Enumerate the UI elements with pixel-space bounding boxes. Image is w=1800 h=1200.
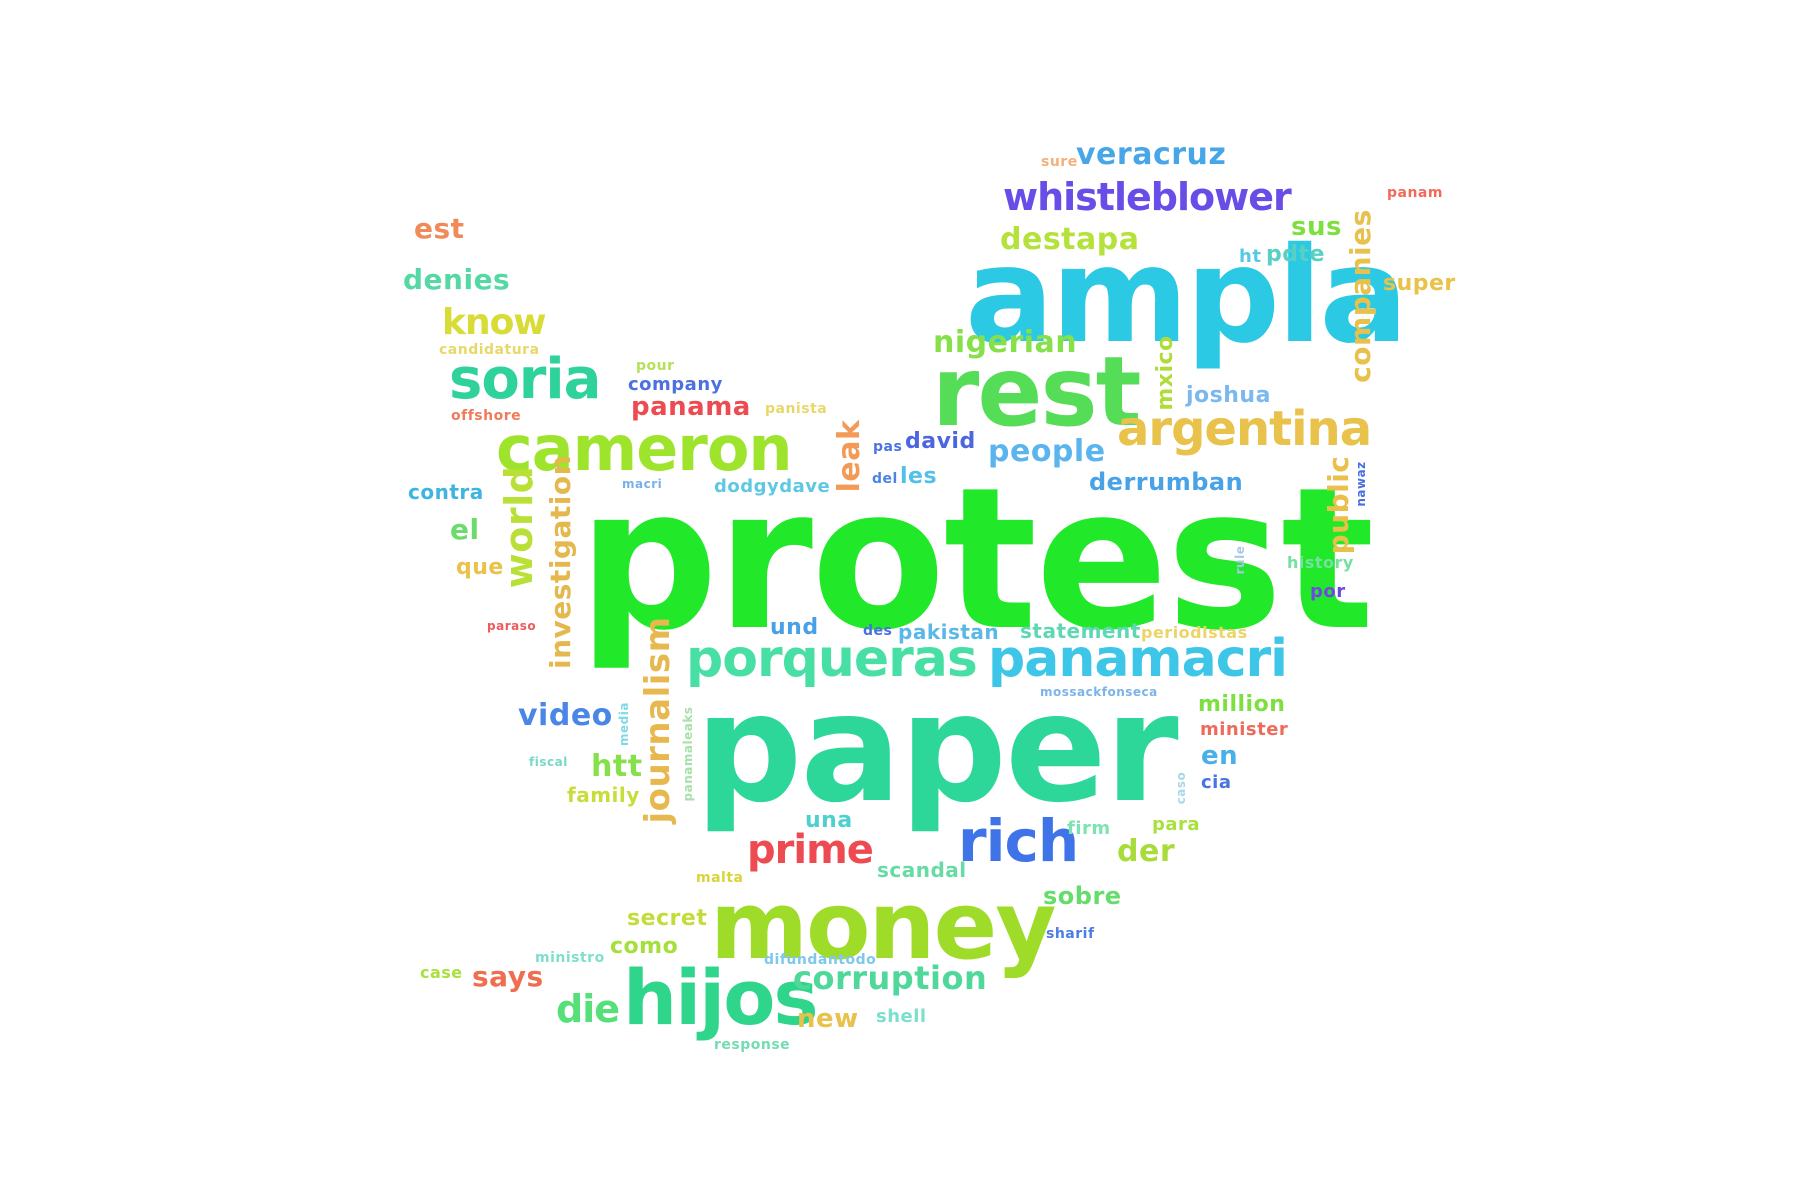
word-macri: macri xyxy=(622,477,663,491)
word-nawaz: nawaz xyxy=(1354,461,1368,507)
word-como: como xyxy=(610,934,679,959)
word-contra: contra xyxy=(408,480,484,504)
word-ministro: ministro xyxy=(535,950,605,966)
word-family: family xyxy=(567,783,640,807)
word-htt: htt xyxy=(591,749,643,784)
word-candidatura: candidatura xyxy=(439,342,540,358)
word-panam: panam xyxy=(1387,185,1443,201)
word-periodistas: periodistas xyxy=(1141,623,1248,642)
word-panama: panama xyxy=(631,392,751,422)
word-ampla: ampla xyxy=(965,219,1408,373)
word-pas: pas xyxy=(873,439,903,455)
word-panamacri: panamacri xyxy=(988,629,1288,689)
word-rest: rest xyxy=(932,336,1141,448)
word-history: history xyxy=(1287,553,1354,572)
word-der: der xyxy=(1117,834,1176,869)
word-des: des xyxy=(863,623,893,639)
word-por: por xyxy=(1310,581,1346,602)
word-response: response xyxy=(714,1037,791,1053)
word-pdte: pdte xyxy=(1266,242,1325,267)
word-fiscal: fiscal xyxy=(529,755,568,769)
word-el: el xyxy=(450,513,480,546)
word-media: media xyxy=(617,702,631,746)
word-que: que xyxy=(456,555,504,580)
word-new: new xyxy=(797,1004,859,1034)
word-company: company xyxy=(628,374,723,395)
word-shell: shell xyxy=(876,1006,927,1027)
word-derrumban: derrumban xyxy=(1089,468,1244,496)
word-paper: paper xyxy=(695,662,1179,836)
word-cameron: cameron xyxy=(496,412,793,485)
word-joshua: joshua xyxy=(1186,383,1271,408)
word-corruption: corruption xyxy=(793,959,988,997)
word-soria: soria xyxy=(449,347,601,412)
word-destapa: destapa xyxy=(1000,222,1140,257)
word-companies: companies xyxy=(1344,209,1377,383)
word-pakistan: pakistan xyxy=(898,620,1000,644)
word-firm: firm xyxy=(1067,818,1111,839)
word-est: est xyxy=(414,212,465,245)
word-panista: panista xyxy=(765,401,828,417)
word-panamaleaks: panamaleaks xyxy=(681,706,695,802)
word-whistleblower: whistleblower xyxy=(1003,175,1292,219)
word-offshore: offshore xyxy=(451,408,522,424)
word-und: und xyxy=(770,615,819,640)
word-sure: sure xyxy=(1041,154,1078,170)
word-paraso: paraso xyxy=(487,619,537,633)
word-en: en xyxy=(1201,741,1239,771)
word-dodgydave: dodgydave xyxy=(714,476,831,497)
word-malta: malta xyxy=(696,870,744,886)
word-ht: ht xyxy=(1239,246,1262,267)
word-secret: secret xyxy=(627,906,708,931)
word-protest: protest xyxy=(578,446,1375,674)
word-sobre: sobre xyxy=(1043,882,1122,910)
word-leak: leak xyxy=(832,419,867,493)
word-porqueras: porqueras xyxy=(686,629,978,689)
word-pour: pour xyxy=(636,358,675,374)
word-super: super xyxy=(1383,271,1456,296)
word-scandal: scandal xyxy=(877,858,967,882)
word-money: money xyxy=(710,872,1056,981)
word-veracruz: veracruz xyxy=(1076,137,1227,172)
word-people: people xyxy=(988,434,1106,469)
word-rich: rich xyxy=(958,807,1079,875)
word-die: die xyxy=(556,987,620,1031)
word-cia: cia xyxy=(1201,772,1232,793)
word-les: les xyxy=(900,464,938,489)
word-video: video xyxy=(518,698,613,733)
word-public: public xyxy=(1322,455,1355,555)
word-world: world xyxy=(497,465,541,589)
word-case: case xyxy=(420,963,463,982)
word-una: una xyxy=(805,808,853,833)
word-mxico: mxico xyxy=(1153,335,1178,411)
word-know: know xyxy=(442,302,547,343)
word-sus: sus xyxy=(1291,212,1342,242)
word-caso: caso xyxy=(1174,771,1188,805)
word-statement: statement xyxy=(1020,619,1141,643)
word-para: para xyxy=(1152,814,1201,835)
word-investigation: investigation xyxy=(544,454,577,670)
word-nigerian: nigerian xyxy=(933,325,1078,360)
word-says: says xyxy=(472,960,544,993)
word-argentina: argentina xyxy=(1117,401,1372,457)
word-journalism: journalism xyxy=(638,616,678,824)
word-million: million xyxy=(1198,692,1286,717)
word-david: david xyxy=(905,429,976,454)
word-difundantodo: difundantodo xyxy=(764,952,877,968)
word-rule: rule xyxy=(1233,545,1247,575)
word-sharif: sharif xyxy=(1046,926,1095,942)
word-mossackfonseca: mossackfonseca xyxy=(1040,685,1158,699)
word-minister: minister xyxy=(1200,719,1289,740)
word-prime: prime xyxy=(747,827,874,873)
word-hijos: hijos xyxy=(623,953,819,1042)
word-denies: denies xyxy=(403,263,511,296)
word-del: del xyxy=(872,471,898,487)
